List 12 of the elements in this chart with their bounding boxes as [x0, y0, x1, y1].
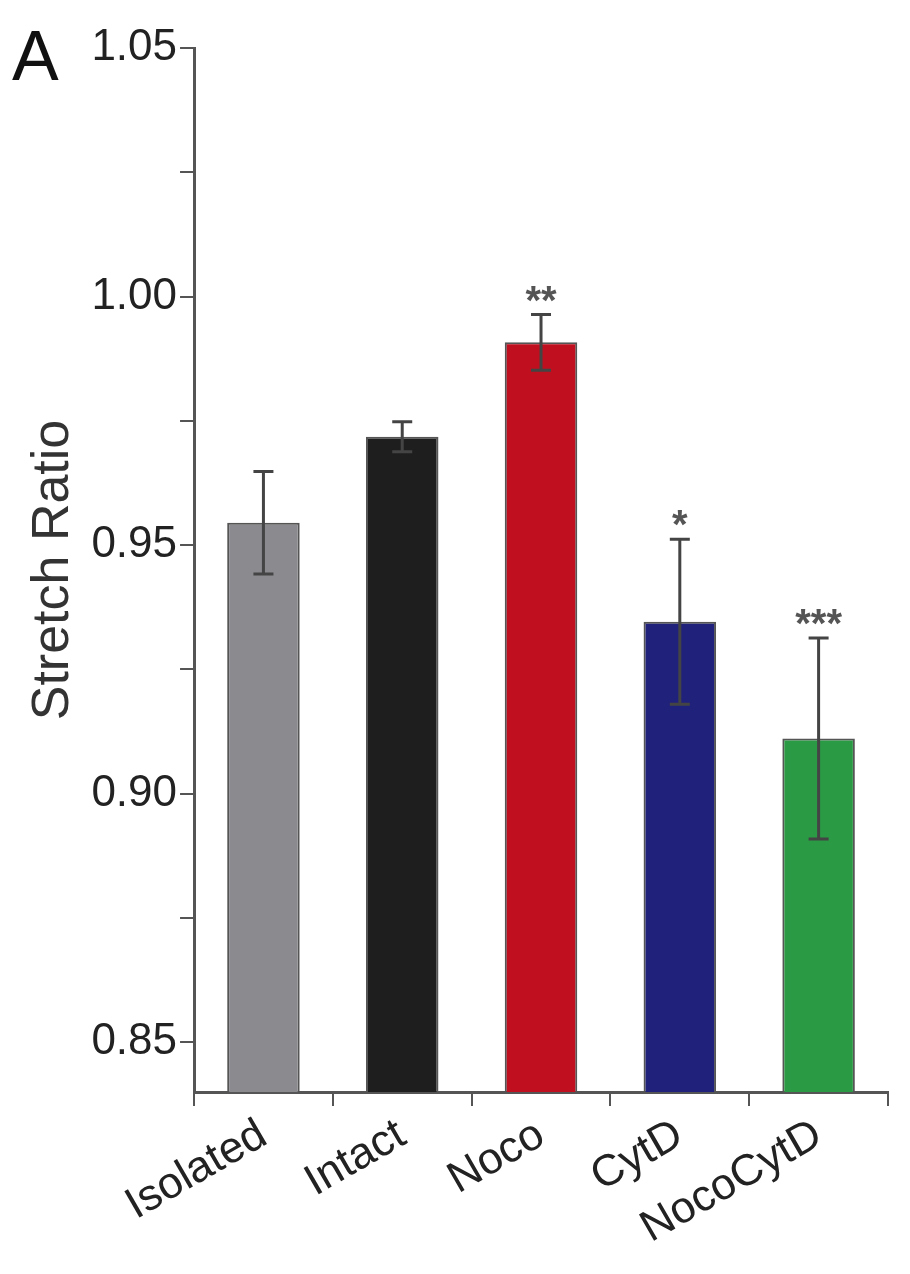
x-tick-label: Noco	[438, 1107, 552, 1202]
annotation: ***	[795, 601, 843, 646]
y-tick-label: 1.00	[91, 268, 178, 318]
y-tick-label: 0.90	[91, 765, 178, 815]
annotation: *	[672, 502, 689, 547]
y-tick-label: 1.05	[91, 20, 178, 70]
y-axis-title: Stretch Ratio	[20, 419, 79, 721]
text: A	[12, 17, 59, 96]
y-tick-label: 0.85	[91, 1014, 178, 1064]
x-tick-label: Intact	[295, 1107, 413, 1204]
y-tick-label: 0.95	[91, 517, 178, 567]
annotation: **	[525, 277, 558, 322]
